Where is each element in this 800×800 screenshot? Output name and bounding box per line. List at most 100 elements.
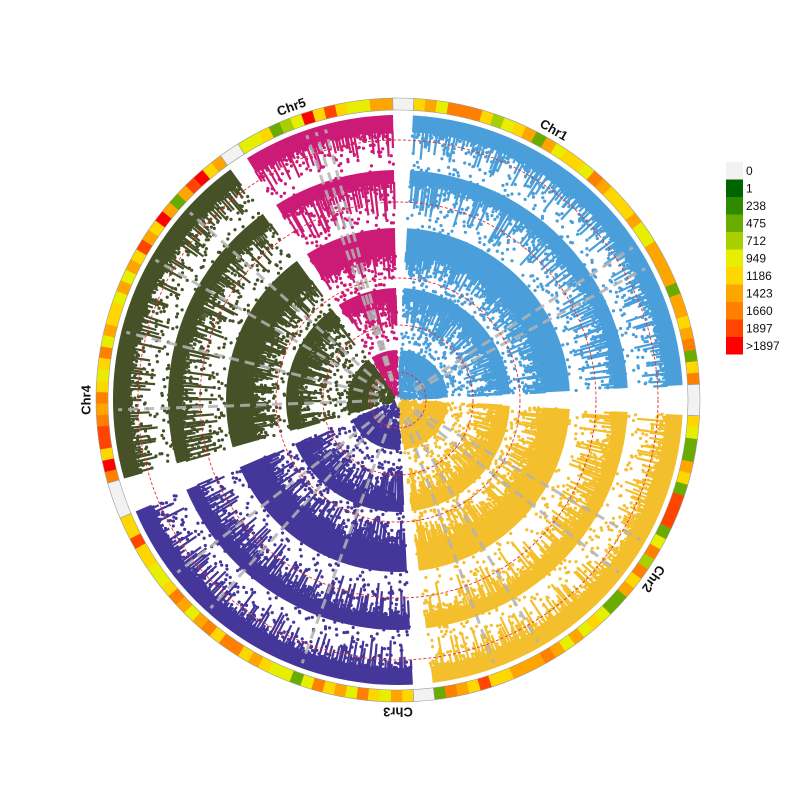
snp-point bbox=[458, 631, 462, 635]
snp-point bbox=[165, 376, 169, 380]
snp-spike bbox=[538, 619, 545, 629]
snp-point bbox=[165, 534, 170, 538]
snp-spike bbox=[189, 556, 210, 574]
snp-spike bbox=[342, 604, 346, 612]
snp-point bbox=[641, 355, 645, 359]
snp-point bbox=[356, 637, 360, 642]
snp-point bbox=[159, 310, 163, 314]
snp-point bbox=[231, 476, 235, 480]
snp-point bbox=[632, 503, 637, 508]
snp-spike bbox=[545, 610, 555, 622]
snp-point bbox=[449, 577, 453, 581]
snp-point bbox=[588, 535, 592, 539]
snp-spike bbox=[647, 489, 653, 493]
snp-point bbox=[547, 573, 552, 577]
snp-point bbox=[275, 246, 279, 250]
snp-point bbox=[445, 214, 449, 218]
snp-point bbox=[464, 620, 468, 625]
snp-spike bbox=[490, 147, 495, 154]
snp-point bbox=[615, 472, 620, 476]
snp-point bbox=[637, 380, 641, 384]
snp-spike bbox=[637, 286, 645, 292]
snp-spike bbox=[470, 628, 483, 658]
snp-point bbox=[533, 288, 537, 293]
snp-point bbox=[441, 602, 445, 606]
snp-point bbox=[580, 250, 584, 254]
snp-point bbox=[438, 662, 442, 666]
snp-point bbox=[335, 633, 339, 637]
snp-spike bbox=[166, 536, 171, 541]
snp-spike bbox=[133, 344, 137, 347]
snp-point bbox=[180, 308, 184, 312]
snp-point bbox=[436, 217, 440, 221]
snp-point bbox=[160, 513, 164, 517]
snp-point bbox=[501, 257, 505, 261]
snp-spike bbox=[306, 649, 310, 655]
snp-spike bbox=[601, 330, 606, 334]
snp-point bbox=[510, 192, 514, 196]
snp-point bbox=[649, 377, 653, 381]
snp-spike bbox=[549, 245, 554, 249]
snp-point bbox=[143, 401, 147, 405]
snp-point bbox=[551, 494, 555, 498]
snp-point bbox=[429, 275, 433, 279]
snp-point bbox=[472, 155, 476, 159]
snp-point bbox=[157, 349, 161, 353]
snp-spike bbox=[601, 382, 616, 387]
snp-point bbox=[580, 432, 585, 436]
snp-point bbox=[570, 455, 574, 459]
snp-spike bbox=[622, 519, 637, 529]
snp-point bbox=[449, 630, 453, 634]
snp-point bbox=[443, 632, 447, 636]
snp-point bbox=[507, 615, 511, 619]
snp-point bbox=[629, 501, 633, 505]
snp-point bbox=[160, 391, 164, 396]
snp-point bbox=[339, 153, 343, 158]
snp-point bbox=[233, 273, 237, 277]
snp-point bbox=[411, 151, 415, 155]
snp-point bbox=[625, 506, 629, 510]
snp-point bbox=[339, 162, 343, 166]
snp-spike bbox=[605, 434, 614, 438]
snp-point bbox=[387, 581, 391, 585]
snp-point bbox=[199, 391, 203, 395]
snp-spike bbox=[626, 259, 630, 264]
snp-spike bbox=[511, 155, 515, 160]
snp-point bbox=[585, 238, 589, 242]
snp-spike bbox=[298, 640, 305, 652]
snp-point bbox=[493, 552, 497, 556]
snp-point bbox=[217, 380, 221, 384]
snp-point bbox=[624, 468, 628, 472]
snp-spike bbox=[596, 238, 616, 253]
snp-point bbox=[420, 276, 424, 280]
snp-spike bbox=[252, 619, 260, 629]
snp-point bbox=[276, 271, 281, 275]
snp-spike bbox=[635, 321, 658, 331]
snp-point bbox=[374, 216, 379, 220]
snp-spike bbox=[469, 140, 477, 156]
snp-point bbox=[426, 167, 431, 171]
snp-spike bbox=[454, 136, 459, 147]
snp-point bbox=[501, 578, 505, 582]
snp-point bbox=[496, 541, 500, 545]
snp-point bbox=[222, 345, 226, 349]
snp-spike bbox=[496, 644, 501, 651]
snp-point bbox=[297, 609, 301, 614]
snp-point bbox=[392, 213, 396, 217]
snp-spike bbox=[353, 655, 358, 667]
snp-point bbox=[212, 554, 216, 558]
snp-spike bbox=[636, 512, 643, 517]
snp-point bbox=[601, 284, 606, 288]
snp-point bbox=[300, 637, 304, 641]
snp-point bbox=[533, 203, 537, 208]
snp-spike bbox=[152, 502, 175, 514]
snp-point bbox=[448, 172, 452, 176]
snp-point bbox=[371, 590, 375, 594]
snp-point bbox=[581, 547, 585, 552]
snp-spike bbox=[278, 639, 282, 643]
snp-spike bbox=[474, 141, 478, 146]
snp-point bbox=[186, 253, 190, 257]
snp-spike bbox=[388, 585, 393, 618]
snp-spike bbox=[180, 384, 215, 389]
